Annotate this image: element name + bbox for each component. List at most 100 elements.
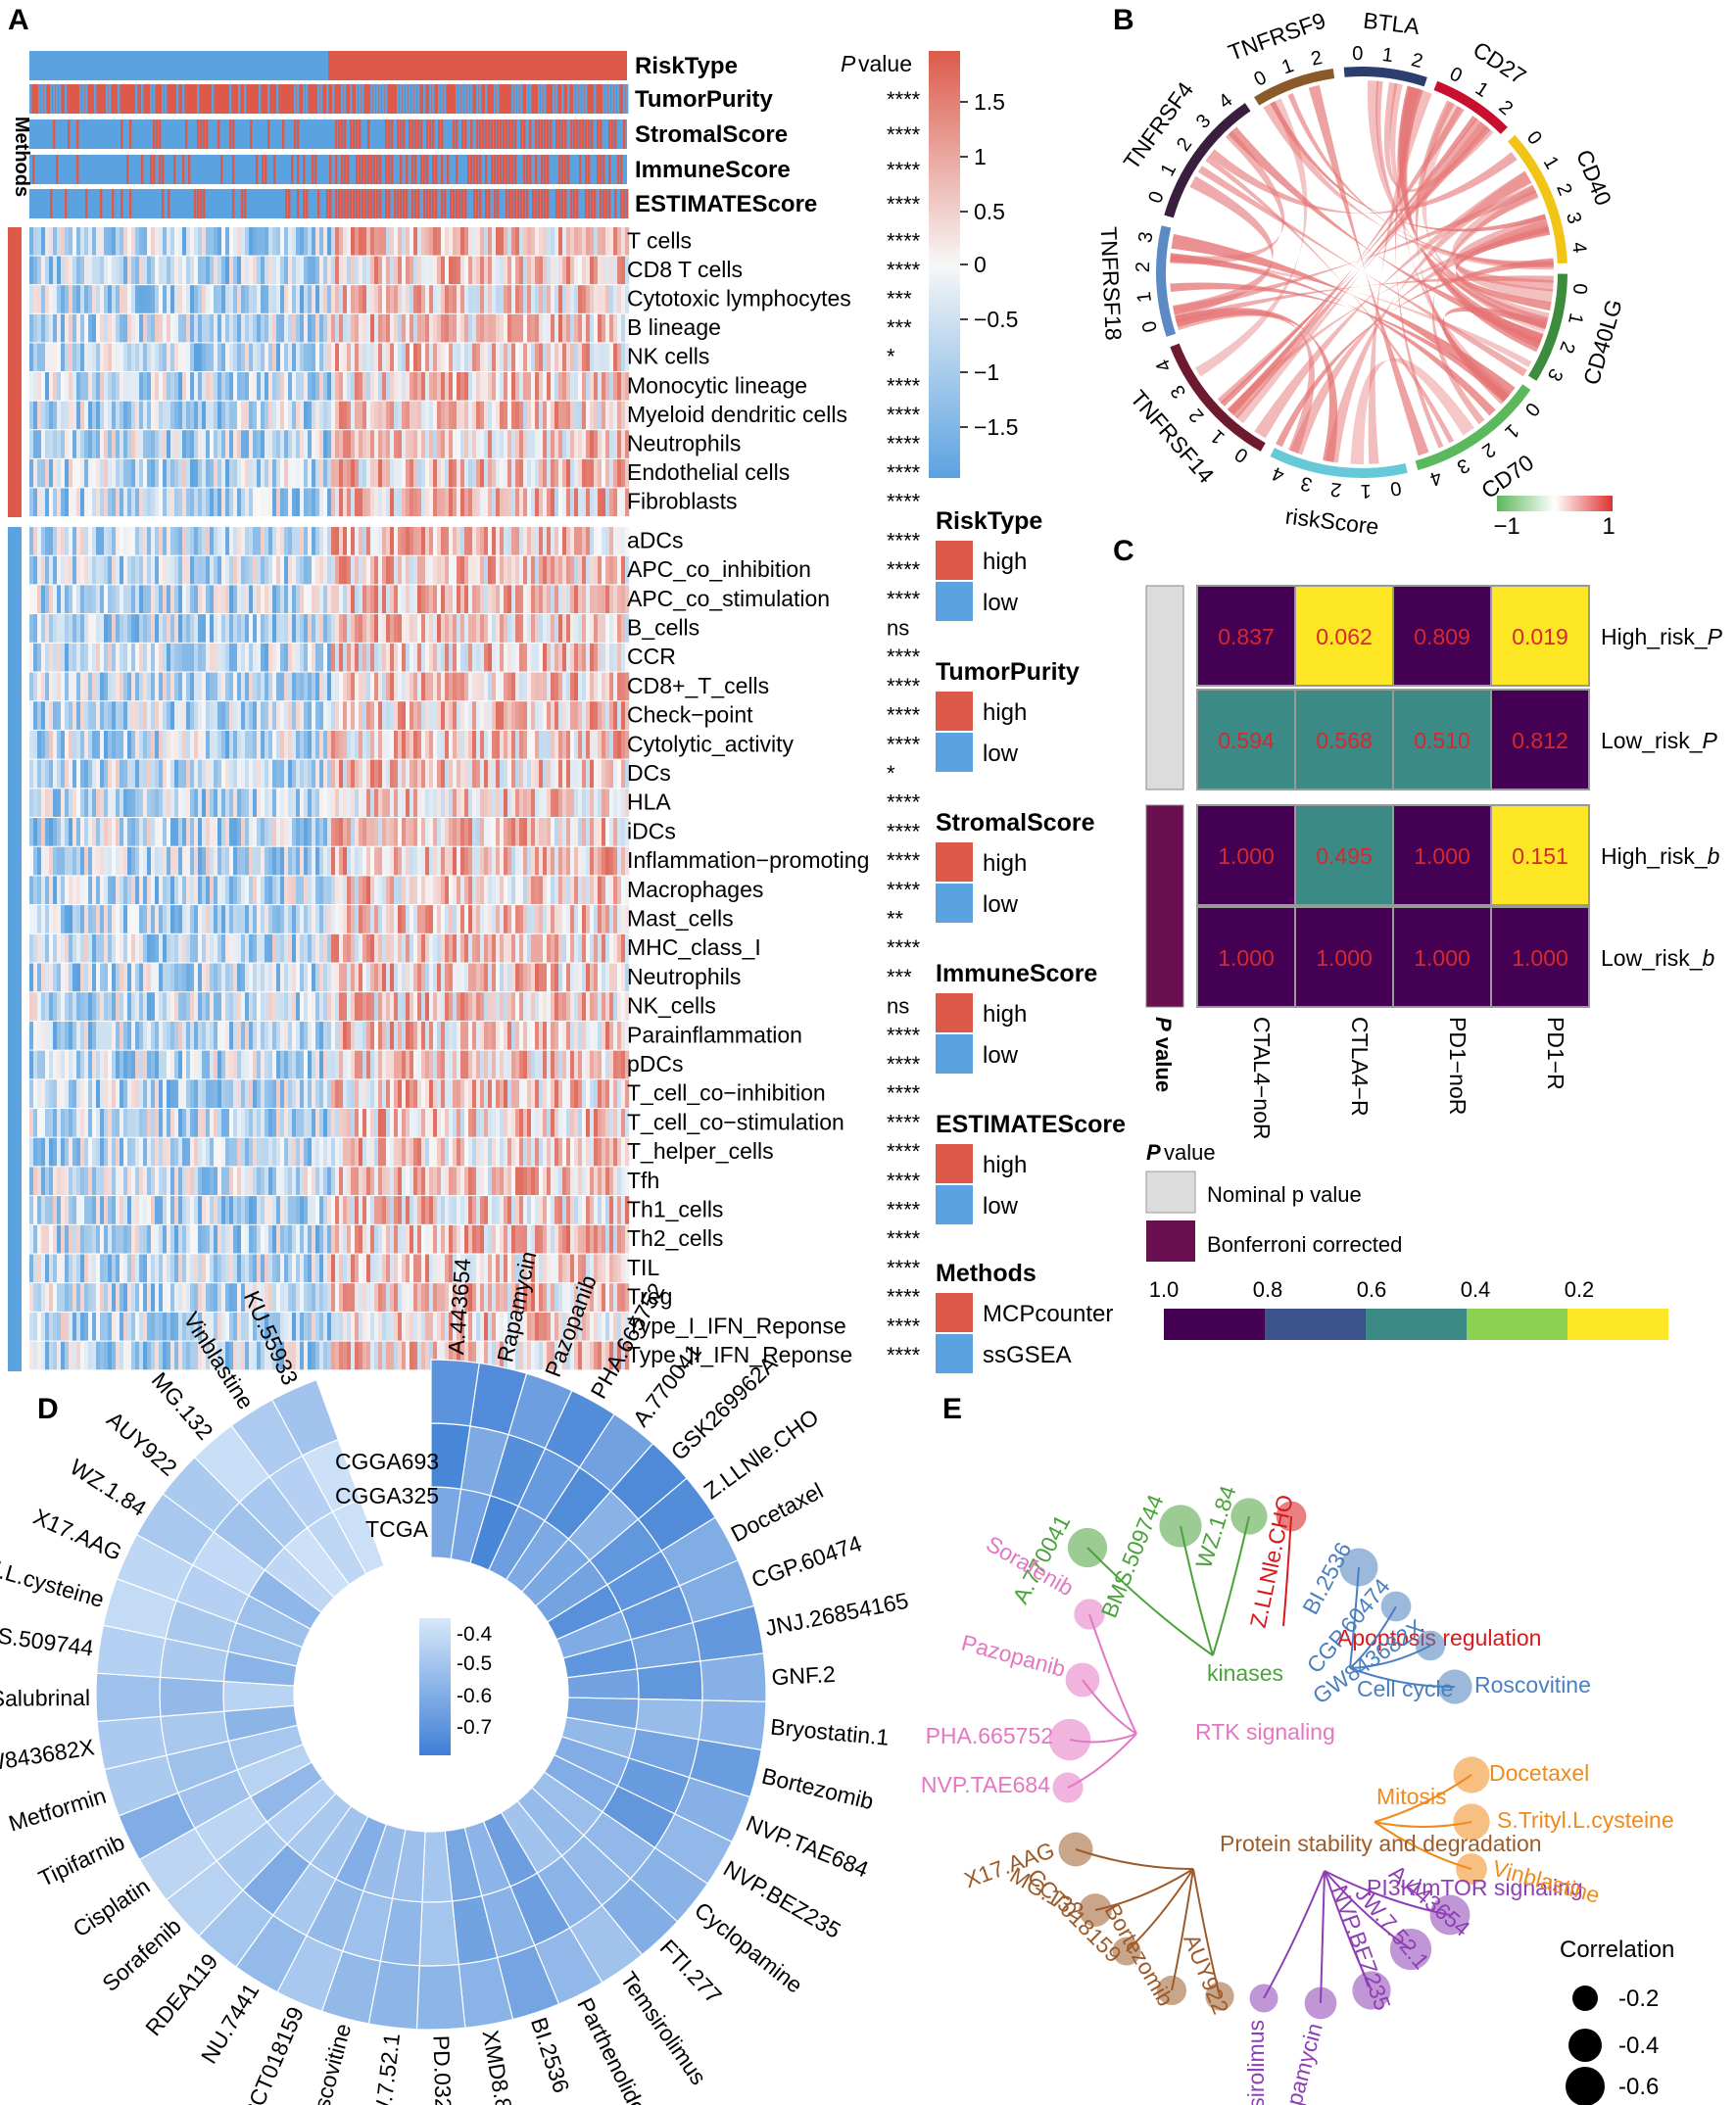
group-label: kinases bbox=[1207, 1660, 1283, 1686]
ring-label: TCGA bbox=[365, 1516, 429, 1542]
heat-cell bbox=[95, 1672, 162, 1723]
colorbar-a-tick: 0.5 bbox=[974, 199, 1005, 224]
sector-tick: 1 bbox=[1279, 55, 1297, 78]
ssgsea-row-label: Th2_cells bbox=[627, 1225, 723, 1251]
annotation-label-stromalscore: StromalScore bbox=[635, 121, 788, 148]
legend-bonferroni-label: Bonferroni corrected bbox=[1207, 1232, 1402, 1257]
drug-label: AUY922 bbox=[102, 1407, 182, 1481]
drug-node bbox=[1048, 1718, 1091, 1761]
correlation-legend-title: Correlation bbox=[1560, 1937, 1674, 1963]
drug-node bbox=[1074, 1599, 1105, 1630]
pvalue-cell-value: 1.000 bbox=[1218, 945, 1275, 971]
drug-label: CCT018159 bbox=[237, 2003, 309, 2105]
annotation-stars: **** bbox=[887, 87, 921, 112]
sector-label: BTLA bbox=[1362, 7, 1422, 39]
drug-label: GW843682X bbox=[0, 1734, 96, 1779]
legend-item: low bbox=[983, 1193, 1019, 1220]
mcp-row-3 bbox=[29, 313, 630, 343]
chord-link bbox=[1368, 90, 1432, 464]
mcp-row-label: Monocytic lineage bbox=[627, 372, 807, 398]
mcp-row-1 bbox=[29, 256, 630, 285]
group-cell-cycle: Cell cycle bbox=[1339, 1548, 1472, 1704]
row-label: High_risk_b bbox=[1601, 843, 1720, 869]
ssgsea-row-stars: ** bbox=[887, 906, 904, 931]
heat-cell bbox=[271, 1378, 340, 1457]
ssgsea-row-stars: ns bbox=[887, 615, 909, 640]
group-label: RTK signaling bbox=[1195, 1719, 1335, 1745]
mcp-row-stars: **** bbox=[887, 403, 921, 427]
annotation-strip-immunescore bbox=[29, 155, 627, 184]
drug-label: JW.7.52.1 bbox=[367, 2032, 405, 2105]
group-protein-stability-and-degradation: Protein stability and degradation bbox=[1058, 1831, 1542, 2011]
drug-node bbox=[1415, 1630, 1446, 1661]
drug-label: Roscovitine bbox=[302, 2021, 357, 2105]
ssgsea-row-stars: **** bbox=[887, 674, 921, 698]
ssgsea-row-1 bbox=[29, 555, 630, 585]
colorbar-a-tick: 1.5 bbox=[974, 89, 1005, 115]
mcp-row-4 bbox=[29, 343, 630, 371]
drug-node bbox=[1380, 1591, 1412, 1622]
chord-link bbox=[1431, 189, 1539, 425]
circular-heatmap-legend: -0.4 -0.5 -0.6 -0.7 bbox=[419, 1618, 493, 1755]
annotation-label-immunescore: ImmuneScore bbox=[635, 157, 791, 183]
mcp-row-8 bbox=[29, 458, 630, 488]
sector-tick: 3 bbox=[1453, 454, 1472, 478]
pvalue-cell bbox=[1196, 804, 1296, 906]
ssgsea-row-11 bbox=[29, 846, 630, 876]
drug-label: PD.0325901 bbox=[428, 2034, 458, 2105]
ssgsea-row-label: Th1_cells bbox=[627, 1196, 723, 1221]
pvalue-axis-label: P value bbox=[1151, 1017, 1176, 1092]
pvalue-scale-tick: 0.8 bbox=[1253, 1277, 1283, 1302]
legend-swatch-blue bbox=[936, 582, 973, 621]
ssgsea-row-label: Macrophages bbox=[627, 877, 763, 902]
ssgsea-row-21 bbox=[29, 1137, 630, 1167]
heat-cell bbox=[418, 1900, 459, 1967]
sector-tick: 0 bbox=[1144, 188, 1168, 206]
sector-tick: 2 bbox=[1494, 96, 1517, 120]
drug-node bbox=[1159, 1505, 1202, 1548]
legend-title-immunescore: ImmuneScore bbox=[936, 960, 1097, 987]
chord-links bbox=[1170, 80, 1554, 464]
sector-tick: 2 bbox=[1409, 49, 1424, 72]
annotation-legends: RiskType high low TumorPurity high low Stromal… bbox=[936, 507, 1126, 1373]
sector-tick: 2 bbox=[1185, 405, 1209, 427]
legend-swatch-blue bbox=[936, 1034, 973, 1074]
ssgsea-row-label: Mast_cells bbox=[627, 905, 734, 931]
ssgsea-row-stars: **** bbox=[887, 1256, 921, 1280]
drug-label: Salubrinal bbox=[0, 1685, 90, 1711]
ssgsea-row-label: APC_co_inhibition bbox=[627, 556, 811, 582]
group-rtk-signaling: RTK signaling bbox=[1048, 1599, 1335, 1803]
pvalue-scale-segment bbox=[1164, 1309, 1265, 1340]
column-label: PD1−noR bbox=[1445, 1017, 1471, 1115]
pvalue-header-italic: P bbox=[841, 51, 856, 76]
ssgsea-row-stars: **** bbox=[887, 703, 921, 728]
ssgsea-row-stars: **** bbox=[887, 587, 921, 611]
ssgsea-row-label: APC_co_stimulation bbox=[627, 586, 830, 611]
heat-cell bbox=[159, 1676, 225, 1718]
ssgsea-row-24 bbox=[29, 1224, 630, 1254]
mcp-row-5 bbox=[29, 372, 630, 401]
chord-link bbox=[1227, 118, 1487, 419]
annotation-stars: **** bbox=[887, 158, 921, 182]
ssgsea-row-2 bbox=[29, 585, 630, 614]
mcp-row-stars: **** bbox=[887, 490, 921, 514]
drug-label: Bortezomib bbox=[759, 1763, 876, 1815]
sector-arc bbox=[1415, 384, 1531, 471]
sector-tick: 2 bbox=[1329, 478, 1343, 501]
sector-tick: 2 bbox=[1552, 180, 1576, 199]
mcp-row-0 bbox=[29, 227, 630, 256]
ssgsea-row-label: MHC_class_I bbox=[627, 934, 761, 960]
pvalue-heatmap: 0.837 0.062 0.809 0.019 High_risk_P 0.594 0.56… bbox=[1145, 585, 1723, 1140]
mcp-row-7 bbox=[29, 430, 630, 458]
ssgsea-row-stars: **** bbox=[887, 645, 921, 669]
ssgsea-row-stars: **** bbox=[887, 1314, 921, 1338]
mcp-row-stars: **** bbox=[887, 432, 921, 456]
sector-arc bbox=[1170, 343, 1266, 452]
ssgsea-row-label: T_cell_co−stimulation bbox=[627, 1109, 844, 1134]
sector-tick: 0 bbox=[1446, 63, 1466, 87]
panel-label-d: D bbox=[37, 1393, 59, 1425]
pvalue-cell bbox=[1490, 689, 1590, 790]
mcp-row-stars: **** bbox=[887, 258, 921, 282]
legend-c-title-p: P bbox=[1146, 1140, 1161, 1165]
